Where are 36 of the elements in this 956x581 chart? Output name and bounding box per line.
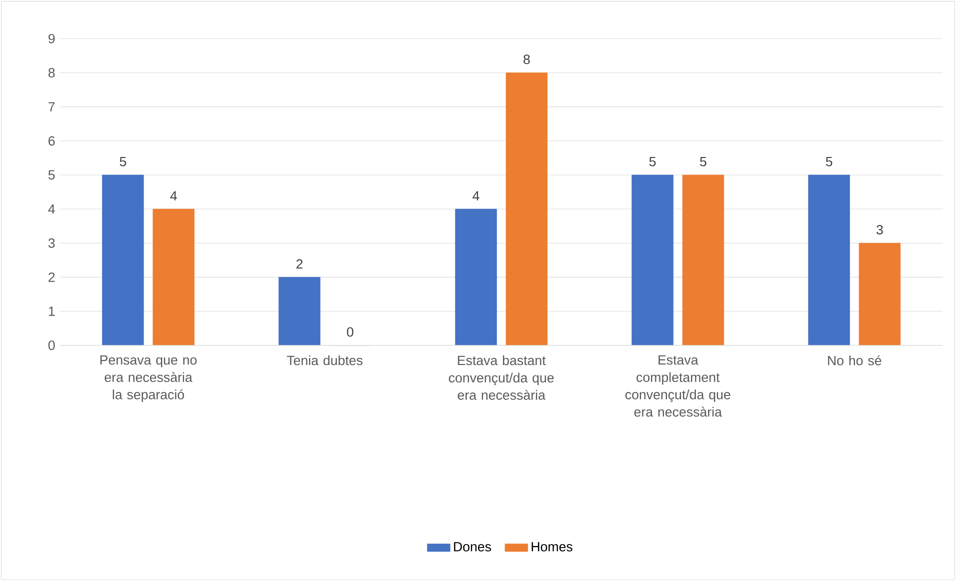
bar [506,72,548,346]
y-tick-label: 6 [48,136,55,146]
data-label: 8 [524,54,530,64]
data-label: 2 [296,259,303,269]
y-tick-label: 1 [48,306,55,316]
bar [455,208,497,346]
y-tick-label: 2 [48,272,55,282]
y-tick-label: 3 [48,238,55,248]
x-tick-label: Estava bastant convençut/da que era necessària [448,355,554,400]
x-tick-label: Pensava que no era necessària la separació [100,355,197,402]
data-label: 5 [120,157,126,166]
bar [278,276,320,346]
y-tick-label: 0 [48,340,55,350]
data-label: 5 [826,157,832,166]
x-tick-label: Tenia dubtes [286,355,362,366]
y-tick-label: 4 [48,204,55,214]
y-tick-label: 5 [48,170,55,180]
bar [102,174,144,346]
x-tick-label: Estava completament convençut/da que era necessària [625,355,730,417]
data-label: 5 [649,157,656,166]
y-tick-label: 7 [48,102,55,112]
data-label: 4 [472,191,480,200]
data-label: 3 [876,225,883,234]
bar [808,174,850,346]
data-label: 5 [700,157,706,166]
x-tick-label: No ho sé [828,355,882,366]
bar [632,174,674,346]
bar [858,242,901,346]
y-tick-label: 8 [48,68,55,78]
y-tick-label: 9 [48,34,55,44]
legend-label: Dones [454,542,492,552]
bar [152,208,194,346]
bar [682,174,724,346]
data-label: 4 [170,191,177,200]
data-label: 0 [346,327,354,337]
legend-label: Homes [532,542,572,552]
